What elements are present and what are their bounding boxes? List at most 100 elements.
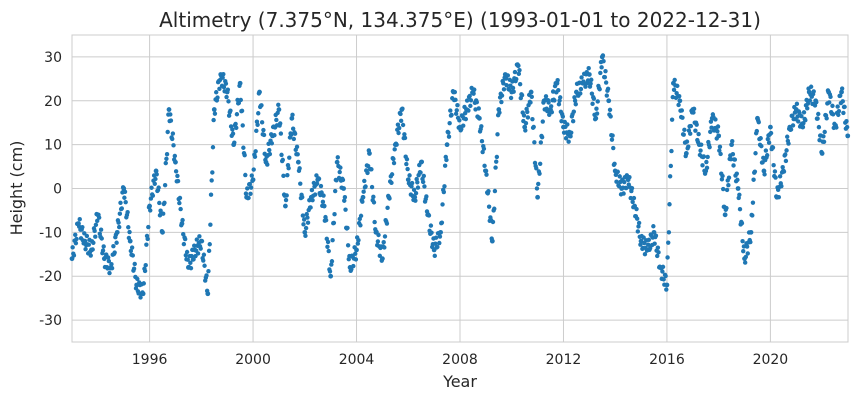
data-point (461, 123, 466, 128)
data-point (173, 159, 178, 165)
data-point (178, 206, 183, 212)
data-point (177, 200, 182, 206)
data-point (539, 135, 545, 140)
data-point (525, 115, 531, 120)
data-point (688, 123, 694, 129)
data-point (499, 99, 504, 105)
data-point (759, 143, 764, 149)
data-point (737, 206, 743, 212)
data-point (735, 186, 741, 191)
data-point (189, 253, 194, 259)
data-point (560, 114, 566, 119)
data-point (504, 82, 509, 88)
data-point (629, 185, 635, 191)
data-point (845, 133, 851, 139)
data-point (135, 276, 140, 282)
data-point (722, 212, 728, 218)
data-point (482, 163, 487, 169)
data-point (297, 166, 302, 171)
data-point (566, 139, 571, 144)
data-point (199, 238, 205, 244)
data-point (528, 100, 533, 105)
data-point (780, 164, 785, 170)
data-point (253, 149, 258, 154)
data-point (195, 251, 201, 256)
data-point (153, 176, 158, 182)
data-point (88, 253, 93, 258)
data-point (696, 131, 701, 137)
data-point (816, 124, 822, 130)
data-point (679, 108, 685, 113)
data-point (404, 161, 409, 167)
data-point (452, 89, 458, 95)
data-point (777, 174, 783, 179)
data-point (754, 128, 760, 134)
data-point (669, 148, 674, 154)
data-point (400, 106, 405, 111)
data-point (351, 263, 356, 269)
data-point (106, 258, 112, 264)
data-point (428, 223, 434, 228)
data-point (652, 241, 657, 246)
data-point (395, 122, 401, 127)
x-tick-label: 2000 (235, 352, 271, 368)
data-point (770, 145, 776, 150)
data-point (773, 175, 778, 180)
data-point (523, 128, 528, 133)
data-point (664, 282, 670, 288)
data-point (153, 168, 159, 174)
data-point (816, 111, 821, 117)
data-point (328, 273, 334, 279)
data-point (827, 100, 832, 105)
data-point (603, 80, 609, 85)
data-point (594, 106, 599, 111)
data-point (597, 87, 602, 92)
data-point (221, 71, 226, 77)
data-point (360, 199, 365, 204)
data-point (239, 108, 245, 114)
data-point (398, 118, 404, 123)
data-point (605, 86, 611, 92)
data-point (655, 245, 661, 250)
data-point (111, 243, 116, 249)
data-point (486, 204, 492, 209)
data-point (358, 223, 363, 228)
data-point (141, 281, 146, 286)
data-point (283, 203, 288, 209)
data-point (463, 116, 469, 122)
data-point (790, 123, 796, 128)
y-tick-label: -10 (39, 225, 62, 241)
data-point (758, 136, 763, 141)
data-point (464, 98, 470, 103)
data-point (595, 99, 600, 104)
data-point (499, 93, 505, 98)
data-point (477, 115, 482, 121)
data-point (109, 261, 114, 267)
data-point (119, 206, 124, 211)
data-point (578, 86, 584, 92)
x-tick-label: 2016 (649, 352, 685, 368)
data-point (713, 117, 718, 122)
data-point (144, 242, 149, 247)
data-point (684, 139, 690, 144)
data-point (815, 116, 820, 121)
data-point (289, 115, 295, 121)
data-point (194, 237, 200, 242)
data-point (494, 154, 500, 160)
y-tick-label: 20 (44, 94, 62, 110)
data-point (95, 218, 100, 224)
data-point (117, 211, 123, 216)
data-point (232, 140, 237, 145)
data-point (162, 182, 168, 188)
data-point (361, 189, 366, 194)
data-point (796, 119, 801, 124)
data-point (675, 83, 680, 89)
data-point (303, 225, 309, 231)
data-point (206, 248, 212, 254)
data-point (634, 206, 639, 212)
data-point (508, 95, 514, 101)
data-point (599, 65, 604, 70)
data-point (803, 118, 808, 123)
data-point (285, 172, 290, 178)
data-point (614, 179, 619, 184)
